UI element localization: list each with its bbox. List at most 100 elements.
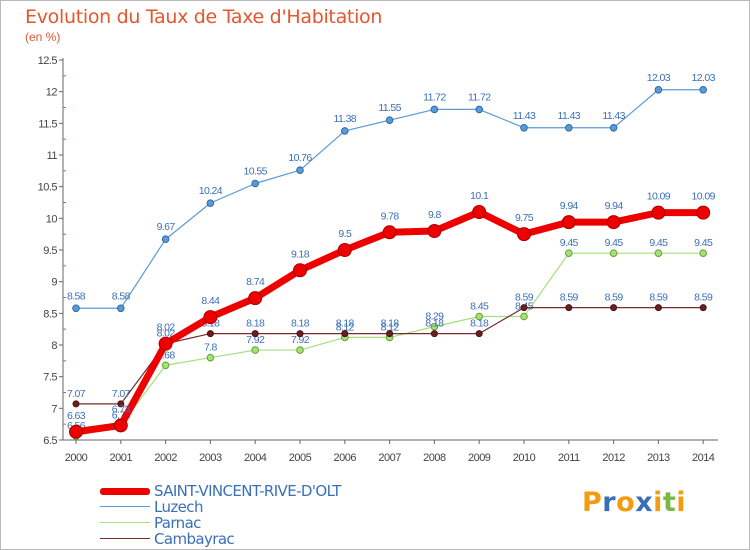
data-point-luzech <box>699 85 708 94</box>
data-point-saint-vincent-rive-d-olt <box>293 263 307 278</box>
data-label-luzech: 11.38 <box>334 113 357 125</box>
data-point-cambayrac <box>475 330 483 338</box>
legend-label-cambayrac: Cambayrac <box>154 530 235 548</box>
data-point-parnac <box>654 249 663 257</box>
x-tick-label: 2011 <box>558 452 580 464</box>
data-label-saint-vincent-rive-d-olt: 6.63 <box>67 410 86 422</box>
data-point-cambayrac <box>72 400 80 408</box>
data-label-parnac: 7.92 <box>291 334 310 346</box>
x-tick-label: 2002 <box>154 452 177 464</box>
data-point-parnac <box>699 249 708 257</box>
data-label-saint-vincent-rive-d-olt: 6.73 <box>112 403 131 415</box>
logo-letter: o <box>616 487 636 518</box>
data-point-saint-vincent-rive-d-olt <box>606 215 621 230</box>
data-point-saint-vincent-rive-d-olt <box>113 418 128 433</box>
data-label-cambayrac: 8.18 <box>381 318 400 330</box>
data-point-luzech <box>296 166 304 174</box>
data-label-cambayrac: 8.59 <box>560 292 579 304</box>
y-tick-label: 10 <box>46 213 58 225</box>
data-label-cambayrac: 8.59 <box>515 292 534 304</box>
y-tick-label: 9 <box>51 277 57 289</box>
data-label-luzech: 10.55 <box>244 166 268 178</box>
data-label-cambayrac: 8.18 <box>291 318 310 330</box>
y-tick-label: 10.5 <box>38 182 58 194</box>
legend-label-parnac: Parnac <box>154 514 201 532</box>
data-point-saint-vincent-rive-d-olt <box>517 227 531 242</box>
y-tick-label: 8.5 <box>43 308 57 320</box>
chart-subtitle: (en %) <box>25 30 61 44</box>
logo-letter: i <box>653 487 663 518</box>
data-label-saint-vincent-rive-d-olt: 10.09 <box>692 191 716 203</box>
data-label-cambayrac: 8.59 <box>649 292 668 304</box>
data-label-luzech: 11.55 <box>378 102 401 114</box>
data-point-luzech <box>72 304 80 313</box>
data-label-parnac: 9.45 <box>694 237 713 249</box>
data-point-cambayrac <box>699 304 707 312</box>
x-tick-label: 2010 <box>513 452 536 464</box>
data-label-luzech: 11.72 <box>468 91 491 103</box>
data-point-luzech <box>117 304 125 313</box>
data-label-parnac: 8.12 <box>336 321 355 333</box>
data-point-saint-vincent-rive-d-olt <box>696 205 711 220</box>
y-tick-label: 12 <box>46 87 58 99</box>
data-point-luzech <box>161 235 170 244</box>
data-point-luzech <box>654 85 663 94</box>
data-label-luzech: 10.24 <box>199 185 223 197</box>
data-point-cambayrac <box>117 400 125 408</box>
x-tick-label: 2012 <box>602 452 625 464</box>
data-label-cambayrac: 8.18 <box>470 318 489 330</box>
legend-swatch-cambayrac <box>100 538 150 539</box>
x-tick-label: 2009 <box>468 452 491 464</box>
data-point-luzech <box>430 105 439 114</box>
data-point-saint-vincent-rive-d-olt <box>472 205 487 219</box>
legend-swatch-luzech <box>100 506 150 507</box>
data-point-parnac <box>475 312 484 321</box>
data-point-cambayrac <box>341 330 349 338</box>
data-label-saint-vincent-rive-d-olt: 9.18 <box>291 248 310 260</box>
data-label-luzech: 8.58 <box>112 290 131 302</box>
data-label-cambayrac: 7.07 <box>67 388 86 400</box>
y-tick-label: 11 <box>47 150 58 162</box>
y-tick-label: 12.5 <box>38 55 58 67</box>
data-label-saint-vincent-rive-d-olt: 9.78 <box>381 210 400 222</box>
data-label-saint-vincent-rive-d-olt: 9.94 <box>560 200 579 212</box>
data-point-cambayrac <box>520 304 528 312</box>
data-point-luzech <box>251 179 259 188</box>
x-tick-label: 2006 <box>334 452 357 464</box>
data-point-saint-vincent-rive-d-olt <box>69 424 83 439</box>
data-label-luzech: 12.03 <box>692 72 716 84</box>
data-label-luzech: 12.03 <box>647 72 671 84</box>
data-label-luzech: 8.58 <box>67 290 86 302</box>
y-tick-label: 7 <box>51 403 57 415</box>
data-point-saint-vincent-rive-d-olt <box>382 225 397 240</box>
x-tick-label: 2007 <box>378 452 401 464</box>
data-point-luzech <box>475 105 484 114</box>
legend-swatch-saint-vincent <box>100 488 150 495</box>
data-label-parnac: 8.12 <box>381 321 400 333</box>
logo-letter: r <box>602 487 617 518</box>
y-tick-label: 6.5 <box>43 435 57 447</box>
data-point-saint-vincent-rive-d-olt <box>427 224 442 238</box>
data-point-saint-vincent-rive-d-olt <box>203 310 218 325</box>
data-label-luzech: 9.67 <box>157 221 176 233</box>
data-label-parnac: 8.29 <box>425 311 444 323</box>
data-point-luzech <box>206 199 215 207</box>
data-point-luzech <box>385 116 394 124</box>
data-label-saint-vincent-rive-d-olt: 8.02 <box>157 322 176 334</box>
data-point-luzech <box>565 123 573 132</box>
legend-label-luzech: Luzech <box>154 498 203 516</box>
data-point-parnac <box>609 249 618 257</box>
y-tick-label: 11.5 <box>38 118 57 130</box>
data-label-parnac: 7.8 <box>204 342 218 354</box>
data-label-cambayrac: 7.07 <box>112 388 131 400</box>
data-label-cambayrac: 8.18 <box>425 318 444 330</box>
data-label-saint-vincent-rive-d-olt: 10.09 <box>647 191 671 203</box>
logo-letter: P <box>582 487 603 518</box>
data-label-parnac: 9.45 <box>560 237 579 249</box>
data-label-cambayrac: 8.18 <box>336 318 355 330</box>
data-label-luzech: 11.72 <box>423 91 446 103</box>
data-point-cambayrac <box>296 330 304 338</box>
x-tick-label: 2005 <box>289 452 312 464</box>
